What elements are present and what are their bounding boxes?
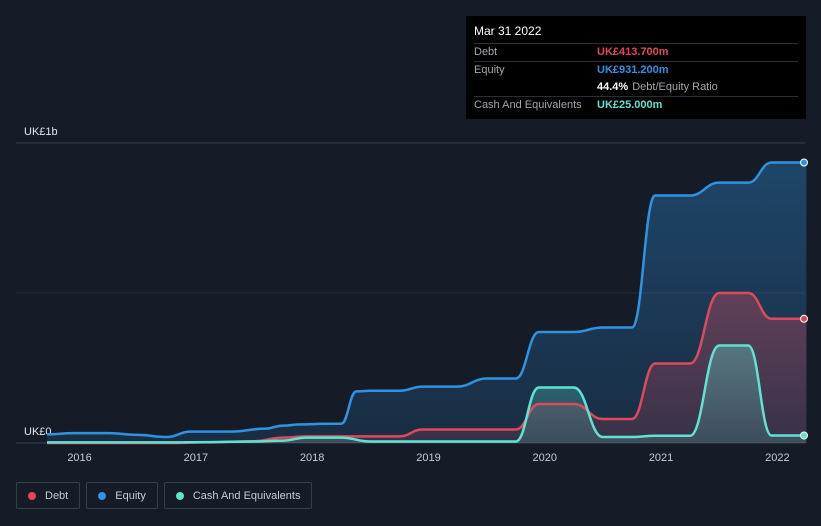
- legend-label-debt: Debt: [45, 489, 69, 502]
- x-tick-label: 2020: [533, 452, 557, 464]
- tooltip-row-debt: Debt UK£413.700m: [474, 43, 798, 61]
- legend-item-debt[interactable]: Debt: [16, 482, 81, 509]
- tooltip-cash-label: Cash And Equivalents: [474, 99, 582, 111]
- series-area-cash: [47, 345, 807, 443]
- tooltip-ratio-spacer: [474, 79, 597, 96]
- x-tick-label: 2019: [416, 452, 440, 464]
- x-tick-label: 2022: [765, 452, 789, 464]
- tooltip-ratio-label: Debt/Equity Ratio: [632, 81, 718, 93]
- y-tick-label: UK£0: [24, 426, 52, 438]
- series-endpoint-debt: [800, 314, 808, 323]
- legend-dot-debt: [28, 491, 36, 500]
- tooltip-equity-value: UK£931.200m: [597, 64, 669, 76]
- series-line-debt: [47, 291, 807, 445]
- tooltip-date: Mar 31 2022: [474, 24, 542, 38]
- tooltip-ratio-value: 44.4%: [597, 81, 629, 93]
- tooltip-equity-label: Equity: [474, 64, 505, 76]
- legend-dot-cash: [175, 491, 184, 500]
- series-line-equity: [46, 161, 807, 439]
- tooltip-debt-value: UK£413.700m: [597, 46, 669, 58]
- series-endpoint-equity: [800, 158, 808, 167]
- legend-dot-equity: [98, 491, 107, 500]
- series-line-cash: [47, 344, 807, 444]
- series-endpoint-cash: [800, 431, 808, 440]
- tooltip-cash-value: UK£25.000m: [597, 99, 663, 111]
- y-tick-label: UK£1b: [24, 126, 58, 138]
- series-area-equity: [47, 162, 807, 443]
- legend-item-equity[interactable]: Equity: [86, 482, 158, 509]
- tooltip-debt-label: Debt: [474, 46, 498, 58]
- legend-label-equity: Equity: [115, 489, 146, 502]
- legend: Debt Equity Cash And Equivalents: [16, 482, 313, 509]
- legend-label-cash: Cash And Equivalents: [192, 489, 301, 502]
- x-tick-label: 2017: [184, 452, 208, 464]
- x-tick-label: 2018: [300, 452, 324, 464]
- tooltip-panel: Mar 31 2022 Debt UK£413.700m Equity UK£9…: [466, 16, 806, 119]
- x-tick-label: 2016: [67, 452, 91, 464]
- tooltip-row-ratio: 44.4% Debt/Equity Ratio: [474, 79, 798, 96]
- x-tick-label: 2021: [649, 452, 673, 464]
- tooltip-row-equity: Equity UK£931.200m: [474, 61, 798, 79]
- tooltip-row-cash: Cash And Equivalents UK£25.000m: [474, 96, 798, 114]
- legend-item-cash[interactable]: Cash And Equivalents: [163, 482, 313, 509]
